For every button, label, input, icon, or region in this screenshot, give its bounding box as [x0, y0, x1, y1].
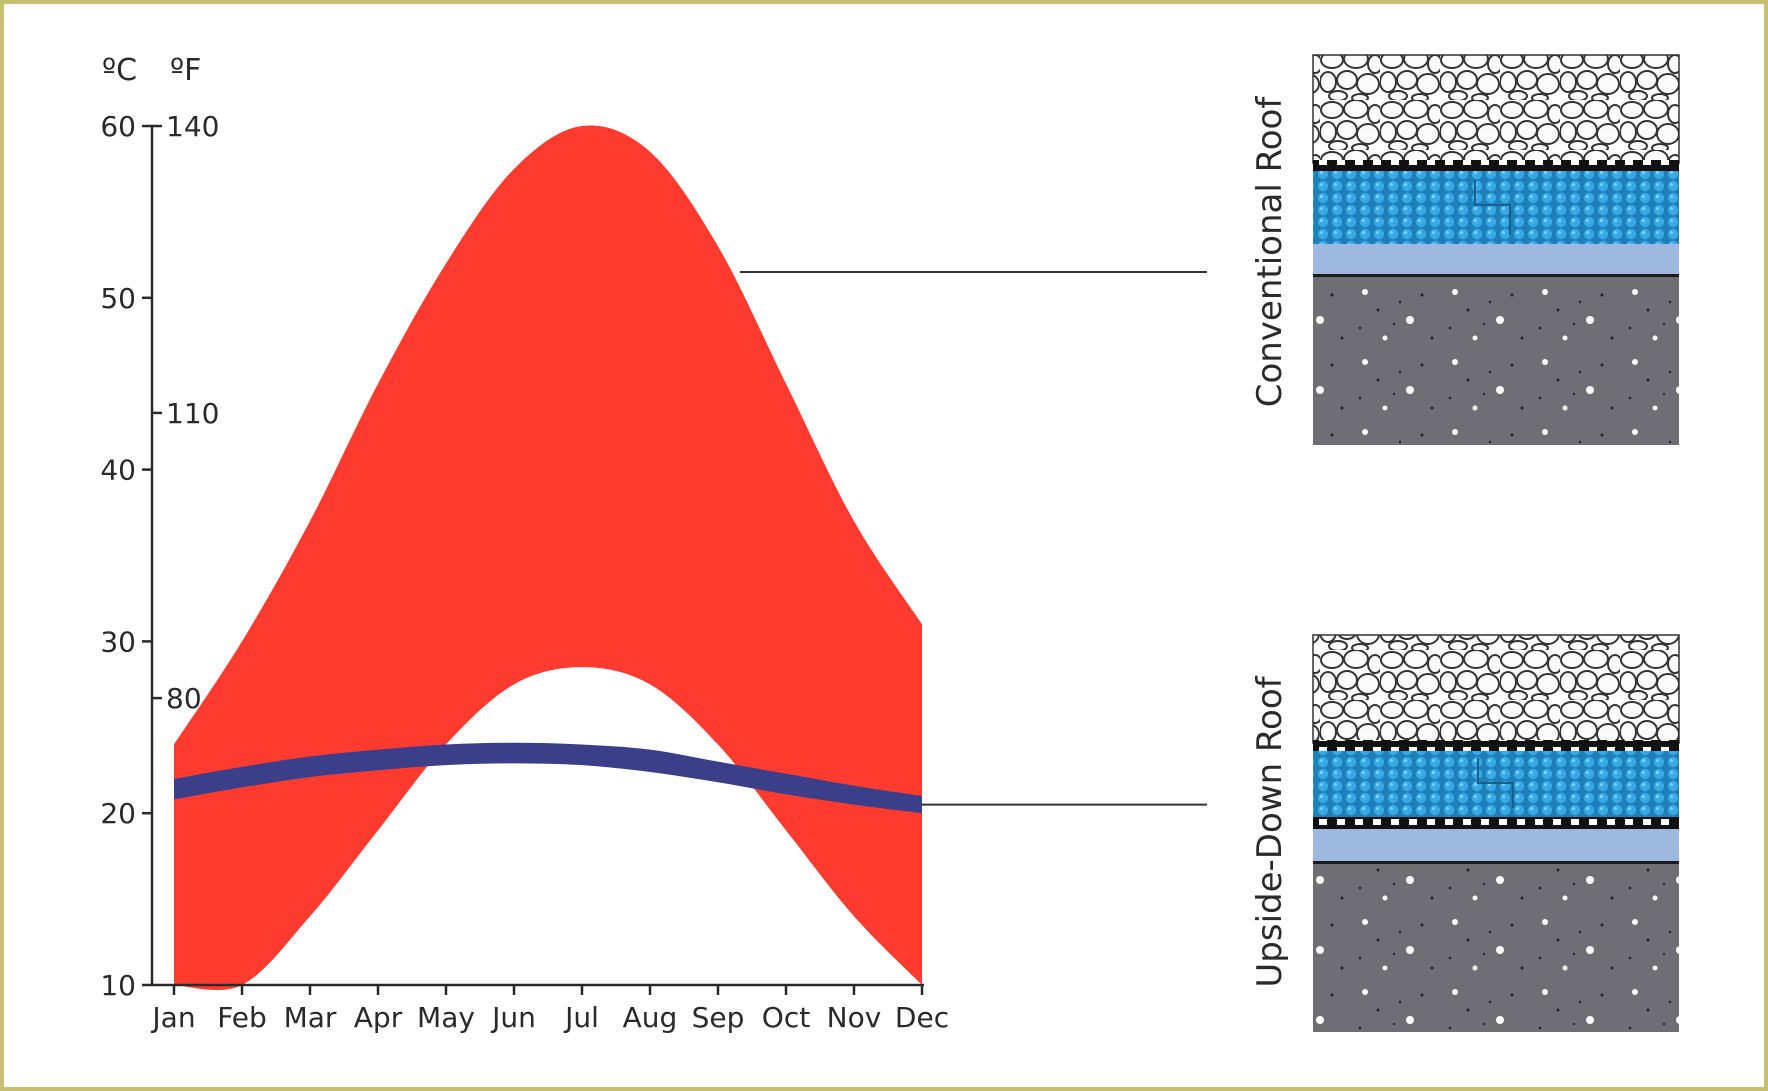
- conventional-roof-label: Conventional Roof: [1250, 96, 1290, 408]
- celsius-ticks: 10 20 30 40 50 60: [100, 110, 152, 1002]
- celsius-tick-label: 60: [100, 110, 136, 143]
- month-tick-label: Aug: [623, 1001, 678, 1034]
- month-tick-label: Mar: [284, 1001, 337, 1034]
- month-tick-label: Feb: [217, 1001, 267, 1034]
- upside-down-roof-cross-section-icon: [1312, 634, 1680, 1032]
- month-tick-label: Sep: [692, 1001, 745, 1034]
- fahrenheit-unit-label: ºF: [170, 53, 201, 88]
- fahrenheit-ticks: 80 110 140: [152, 110, 219, 715]
- celsius-unit-label: ºC: [102, 53, 137, 88]
- celsius-tick-label: 50: [100, 282, 136, 315]
- axes: 10 20 30 40 50 60 80 110 140 Jan Feb Mar Apr May Jun…: [100, 53, 949, 1034]
- celsius-tick-label: 30: [100, 625, 136, 658]
- celsius-tick-label: 20: [100, 797, 136, 830]
- upside-down-roof-label: Upside-Down Roof: [1250, 675, 1290, 987]
- month-tick-label: Dec: [895, 1001, 949, 1034]
- annotation-leaders: [740, 271, 1207, 806]
- surface-temperature-band-upside-down: [174, 742, 922, 814]
- fahrenheit-tick-label: 80: [166, 682, 202, 715]
- month-tick-label: May: [417, 1001, 475, 1034]
- celsius-tick-label: 10: [100, 969, 136, 1002]
- conventional-roof-cross-section-icon: [1312, 54, 1680, 445]
- month-tick-label: Nov: [827, 1001, 882, 1034]
- month-tick-label: Jul: [563, 1001, 599, 1034]
- surface-temperature-band-conventional: [174, 125, 922, 991]
- month-tick-label: Jan: [150, 1001, 195, 1034]
- celsius-tick-label: 40: [100, 454, 136, 487]
- fahrenheit-tick-label: 110: [166, 397, 219, 430]
- month-tick-label: Oct: [762, 1001, 810, 1034]
- fahrenheit-tick-label: 140: [166, 110, 219, 143]
- month-tick-label: Apr: [354, 1001, 403, 1034]
- plot-area: [174, 125, 922, 991]
- month-ticks: Jan Feb Mar Apr May Jun Jul Aug Sep Oct Nov Dec: [150, 985, 949, 1034]
- month-tick-label: Jun: [490, 1001, 536, 1034]
